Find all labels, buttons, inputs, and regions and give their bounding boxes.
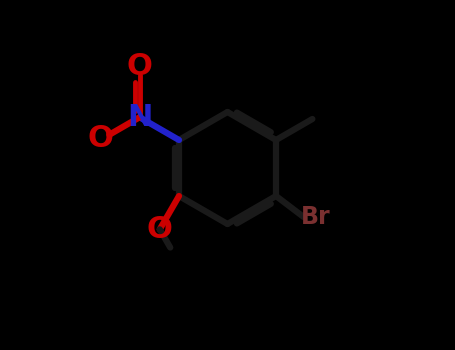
Text: O: O: [126, 52, 152, 81]
Text: N: N: [127, 103, 152, 132]
Text: O: O: [88, 124, 113, 153]
Text: Br: Br: [301, 205, 331, 229]
Text: O: O: [147, 215, 173, 244]
